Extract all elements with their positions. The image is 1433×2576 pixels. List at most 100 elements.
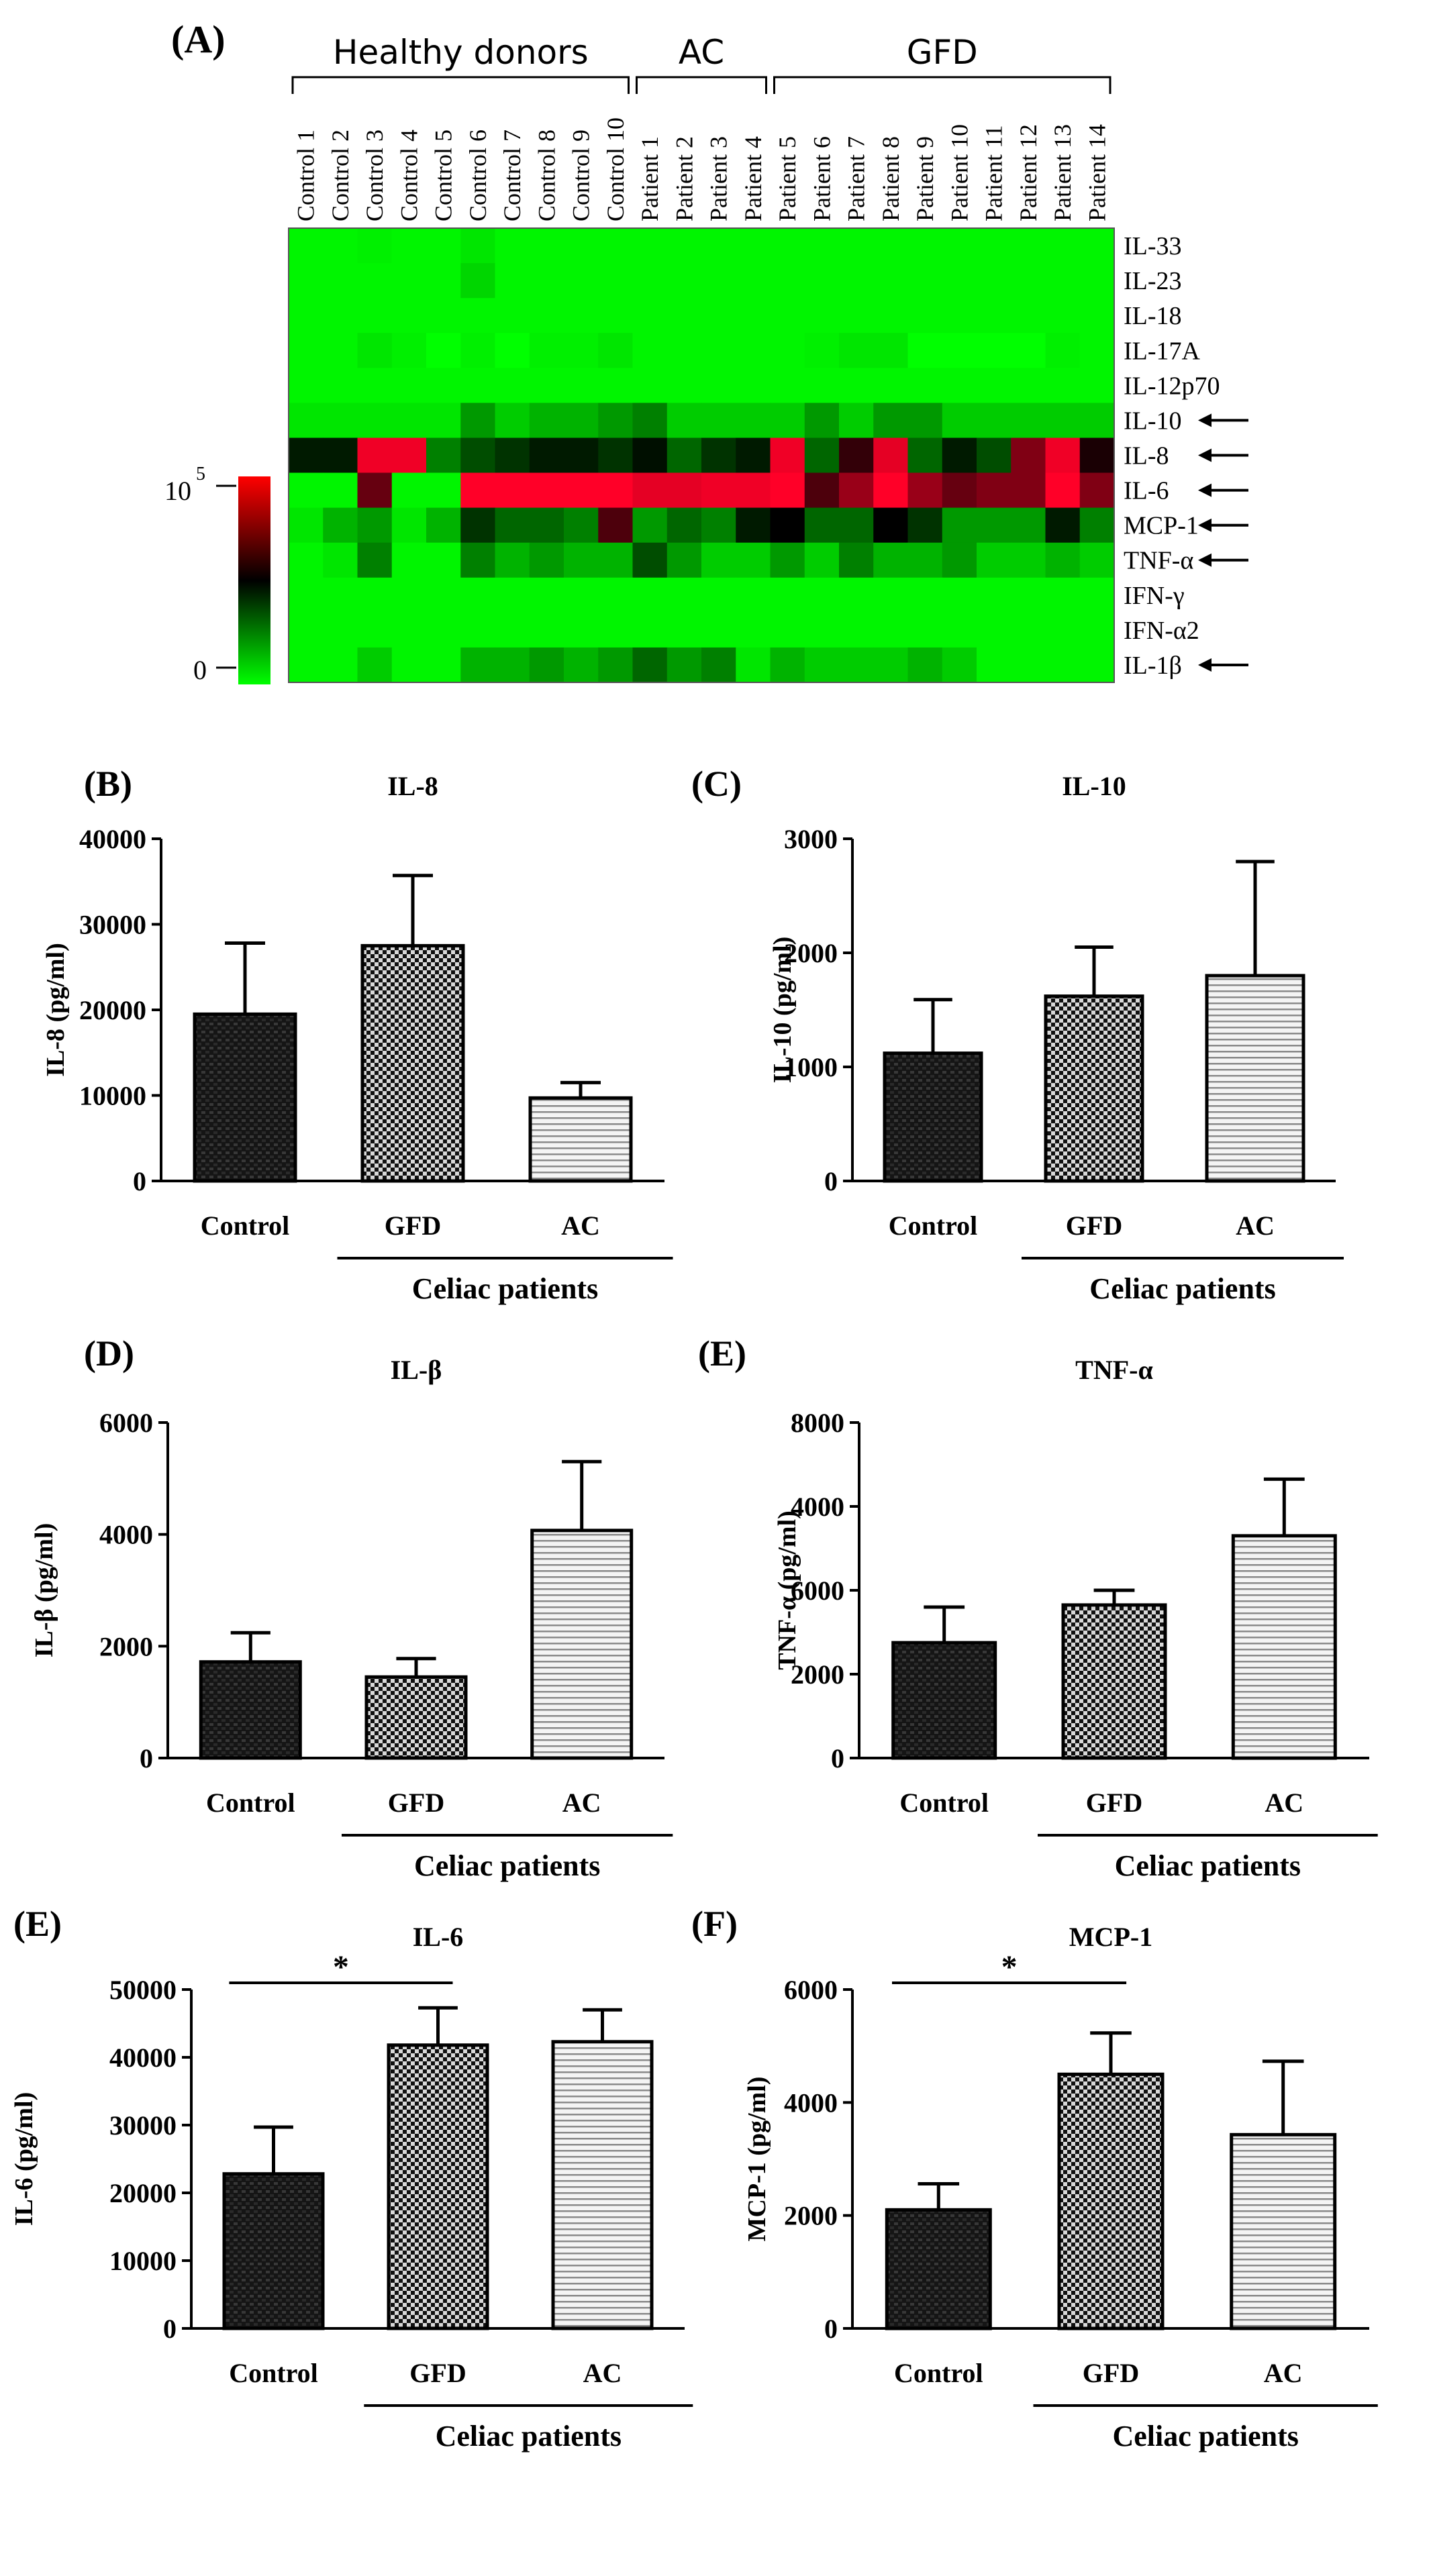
heatmap-cell	[1045, 542, 1081, 578]
column-label-control-6: Control 6	[464, 130, 491, 221]
heatmap-cell	[907, 507, 943, 544]
y-tick-label: 1000	[784, 1052, 838, 1082]
heatmap-cell	[495, 612, 530, 648]
bar-gfd	[387, 2043, 489, 2330]
y-tick-label: 10000	[79, 1081, 146, 1111]
heatmap-frame	[288, 227, 1115, 683]
column-label-control-7: Control 7	[499, 130, 526, 221]
heatmap-cell	[873, 298, 909, 333]
heatmap-cell	[907, 612, 943, 648]
x-tick-label-gfd: GFD	[409, 2358, 466, 2388]
heatmap-cell	[701, 368, 736, 403]
heatmap-cell	[942, 437, 977, 474]
heatmap-cell	[564, 263, 599, 299]
heatmap-cell	[289, 577, 324, 613]
panel-label-b: (B)	[84, 764, 132, 804]
bar-gfd	[364, 1675, 468, 1760]
heatmap-cell	[804, 368, 840, 403]
heatmap-cell	[977, 403, 1011, 439]
heatmap-cell	[770, 472, 805, 509]
group-label-healthy-donors: Healthy donors	[333, 33, 589, 72]
heatmap-cell	[1011, 333, 1046, 368]
column-label-patient-11: Patient 11	[981, 125, 1007, 221]
column-label-patient-1: Patient 1	[636, 136, 663, 221]
heatmap-cell	[770, 333, 805, 368]
chart-title: MCP-1	[1069, 1922, 1152, 1952]
heatmap-cell	[907, 403, 943, 439]
heatmap-cell	[770, 612, 805, 648]
heatmap-cell	[770, 577, 805, 613]
heatmap-cell	[289, 368, 324, 403]
heatmap-cell	[839, 263, 874, 299]
y-tick-label: 40000	[79, 824, 146, 854]
bar-control	[222, 2172, 325, 2330]
bar-ac	[528, 1096, 633, 1183]
heatmap-cell	[564, 542, 599, 578]
heatmap-cell	[770, 298, 805, 333]
heatmap-cell	[391, 437, 427, 474]
x-tick-label-ac: AC	[583, 2358, 622, 2388]
heatmap-cell	[736, 228, 771, 264]
x-tick-label-ac: AC	[562, 1788, 601, 1818]
heatmap-panel: (A) Healthy donors AC GFD Control 1 Control…	[164, 17, 1248, 685]
heatmap-cell	[666, 577, 702, 613]
heatmap-cell	[391, 403, 427, 439]
heatmap-cell	[598, 612, 634, 648]
bar-chart-il10: (C) IL-10 0 1000 2000 3000 IL-10 (pg/ml) Contr…	[691, 764, 1344, 1305]
heatmap-cell	[426, 403, 461, 439]
heatmap-cell	[1011, 507, 1046, 544]
y-tick-label: 0	[831, 1743, 844, 1773]
bar-gfd	[1057, 2072, 1165, 2330]
heatmap-cell	[426, 507, 461, 544]
heatmap-cell	[873, 507, 909, 544]
bar-ac	[1205, 974, 1305, 1183]
chart-title: IL-8	[387, 771, 438, 801]
heatmap-cell	[701, 577, 736, 613]
heatmap-cell	[977, 612, 1011, 648]
arrow-icon	[1198, 483, 1212, 497]
heatmap-cell	[289, 612, 324, 648]
heatmap-cell	[632, 507, 668, 544]
heatmap-cell	[357, 612, 393, 648]
column-label-patient-14: Patient 14	[1083, 124, 1110, 221]
heatmap-cell	[977, 577, 1011, 613]
y-tick-label: 2000	[784, 938, 838, 968]
heatmap-color-scale: 10 5 0	[164, 464, 270, 685]
row-label-il-17a: IL-17A	[1124, 337, 1201, 365]
panel-label-e-il6: (E)	[13, 1904, 62, 1944]
heatmap-cell	[701, 507, 736, 544]
column-label-control-5: Control 5	[430, 130, 457, 221]
row-label-mcp-1: MCP-1	[1124, 512, 1199, 540]
heatmap-cell	[770, 507, 805, 544]
heatmap-cell	[426, 542, 461, 578]
heatmap-row-labels: IL-33 IL-23 IL-18 IL-17A IL-12p70 IL-10 IL-8 IL…	[1124, 232, 1248, 680]
scale-min-label: 0	[193, 655, 207, 685]
heatmap-cell	[426, 298, 461, 333]
heatmap-cell	[598, 437, 634, 474]
x-tick-label-control: Control	[894, 2358, 983, 2388]
x-tick-label-gfd: GFD	[388, 1788, 444, 1818]
row-label-il-12p70: IL-12p70	[1124, 372, 1220, 400]
y-axis-label: IL-10 (pg/ml)	[769, 937, 797, 1084]
heatmap-cell	[701, 472, 736, 509]
heatmap-cell	[323, 542, 358, 578]
bar-gfd	[1061, 1603, 1167, 1760]
y-tick-label: 2000	[784, 2201, 838, 2231]
heatmap-cell	[426, 368, 461, 403]
y-tick-label: 0	[163, 2314, 177, 2344]
column-label-patient-9: Patient 9	[911, 136, 938, 221]
heatmap-cell	[460, 472, 496, 509]
heatmap-cell	[495, 437, 530, 474]
heatmap-cell	[873, 577, 909, 613]
heatmap-cell	[598, 403, 634, 439]
heatmap-cell	[529, 507, 564, 544]
heatmap-cell	[873, 263, 909, 299]
heatmap-cell	[357, 333, 393, 368]
heatmap-cell	[907, 577, 943, 613]
heatmap-cell	[804, 472, 840, 509]
heatmap-cell	[289, 542, 324, 578]
heatmap-cell	[839, 228, 874, 264]
heatmap-cell	[632, 228, 668, 264]
y-tick-label: 0	[824, 2314, 838, 2344]
heatmap-cell	[289, 228, 324, 264]
